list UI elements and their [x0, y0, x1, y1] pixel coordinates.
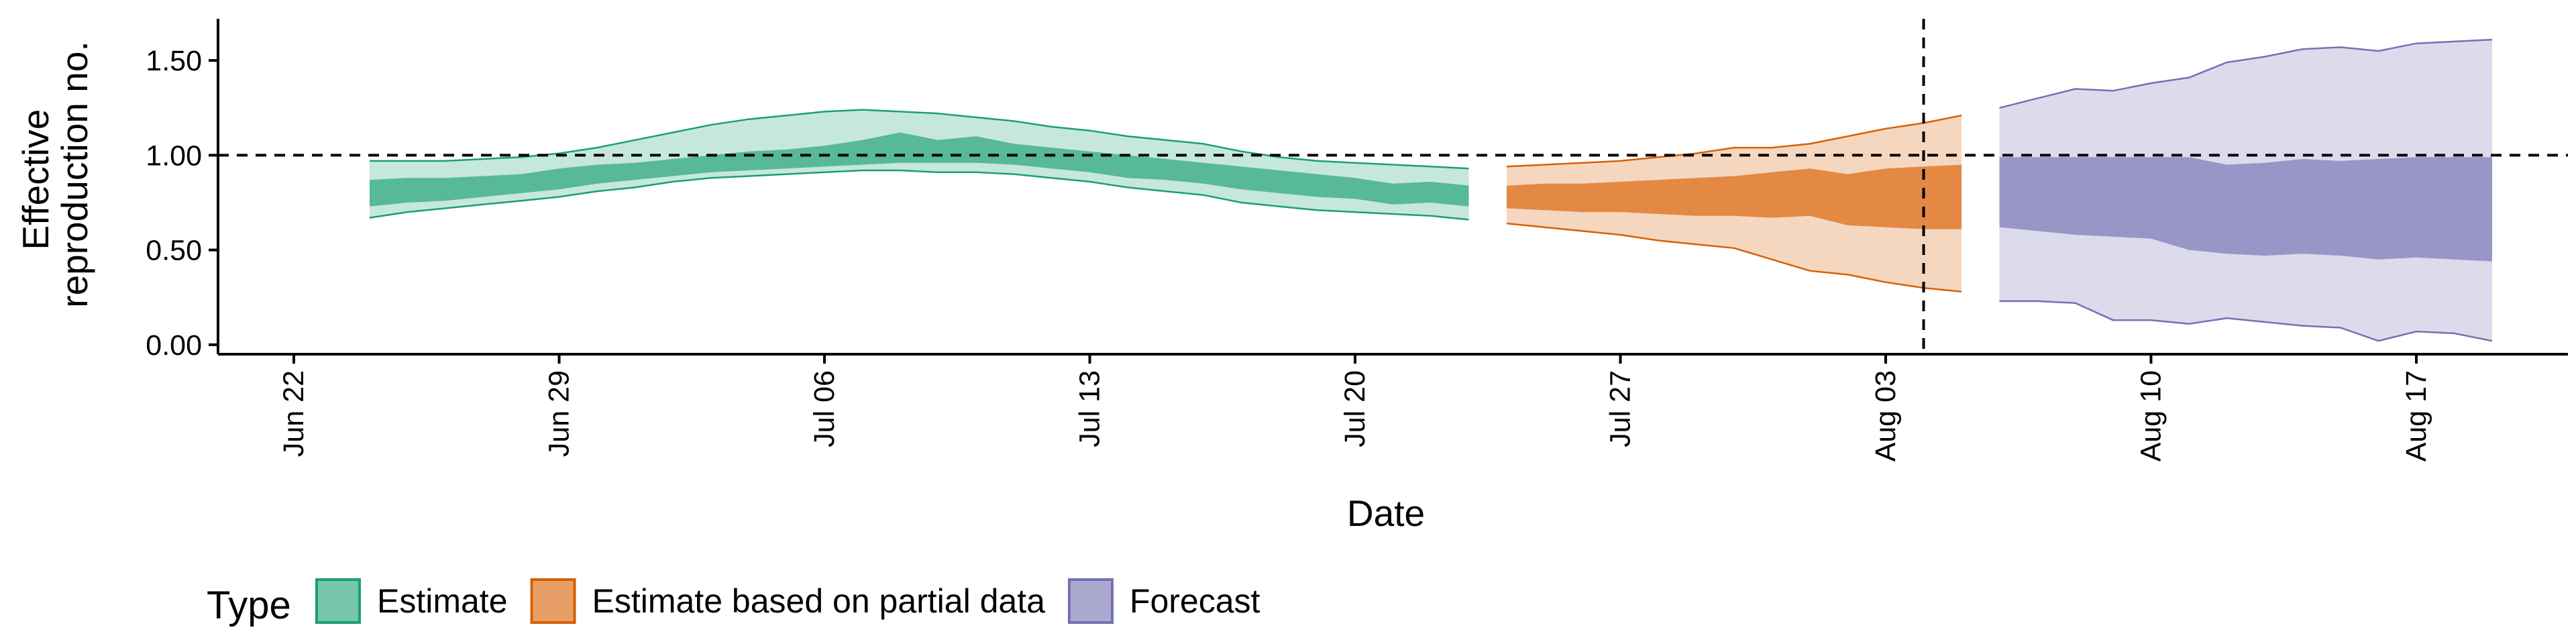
x-tick-label: Jul 20: [1339, 370, 1371, 447]
x-tick-label: Jul 13: [1074, 370, 1106, 447]
ribbon-bands: [369, 38, 2493, 342]
estimate-outer-band: [370, 109, 1469, 220]
legend-label-estimate: Estimate: [377, 582, 508, 620]
forecast-lower-edge: [1999, 300, 2493, 342]
x-tick-label: Jul 27: [1605, 370, 1637, 447]
y-axis-title: Effective reproduction no.: [15, 41, 95, 308]
x-axis-title: Date: [1347, 492, 1425, 534]
y-tick-label: 1.00: [146, 140, 202, 172]
forecast-inner-band: [1999, 157, 2492, 262]
axes: [217, 19, 2568, 356]
x-tick-label: Jul 06: [808, 370, 841, 447]
legend-swatch-estimate: [315, 578, 361, 624]
estimate-inner-band: [370, 132, 1469, 207]
legend: Type Estimate Estimate based on partial d…: [207, 578, 1260, 627]
forecast-upper-edge: [1999, 38, 2493, 109]
x-tick-label: Aug 17: [2400, 370, 2432, 462]
x-axis-ticks: Jun 22 Jun 29 Jul 06 Jul 13 Jul 20 Jul 27 Aug …: [278, 354, 2432, 462]
y-axis-title-line-1: Effective: [15, 109, 56, 250]
legend-title: Type: [207, 584, 291, 627]
legend-swatch-forecast: [1067, 578, 1114, 624]
x-tick-label: Jun 29: [543, 370, 576, 457]
x-tick-label: Aug 10: [2135, 370, 2167, 462]
legend-label-forecast: Forecast: [1130, 582, 1260, 620]
estimate-lower-edge: [369, 169, 1469, 221]
estimate-based-on-partial-data-upper-edge: [1506, 114, 1962, 168]
legend-swatch-estimate-based-on-partial-data: [530, 578, 576, 624]
y-axis-ticks: 0.00 0.50 1.00 1.50: [146, 45, 218, 362]
y-tick-label: 1.50: [146, 45, 202, 77]
reference-lines: [218, 19, 2568, 354]
legend-entries: Estimate Estimate based on partial data Fo…: [315, 578, 1260, 624]
y-axis-title-line-2: reproduction no.: [54, 41, 95, 308]
y-tick-label: 0.50: [146, 235, 202, 267]
x-tick-label: Aug 03: [1870, 370, 1902, 462]
y-tick-label: 0.00: [146, 329, 202, 362]
estimate-upper-edge: [370, 109, 1469, 170]
estimate-based-on-partial-data-lower-edge: [1506, 222, 1962, 293]
estimate-based-on-partial-data-inner-band: [1507, 164, 1962, 229]
x-tick-label: Jun 22: [278, 370, 310, 457]
legend-label-estimate-based-on-partial-data: Estimate based on partial data: [592, 582, 1046, 620]
